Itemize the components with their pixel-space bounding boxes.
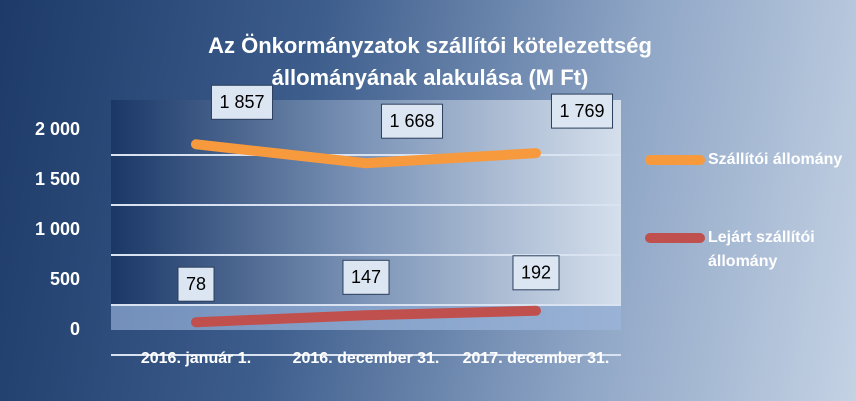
x-tick-label: 2016. január 1. xyxy=(140,350,252,367)
data-label-box xyxy=(512,255,560,291)
series-line xyxy=(191,139,541,169)
y-tick-label: 500 xyxy=(50,269,80,289)
x-tick-label: 2016. december 31. xyxy=(292,350,440,367)
data-label: 1 668 xyxy=(389,111,434,131)
data-label: 78 xyxy=(186,274,206,294)
data-label-box xyxy=(550,93,614,129)
data-label: 147 xyxy=(351,267,381,287)
y-tick-label: 1 500 xyxy=(35,169,80,189)
series-line xyxy=(191,305,541,328)
data-label-box xyxy=(177,266,215,302)
data-label: 192 xyxy=(521,263,551,283)
data-label: 1 857 xyxy=(219,92,264,112)
legend-label: Lejárt szállítói állomány xyxy=(708,229,815,270)
legend-label: Szállítói állomány xyxy=(708,151,843,168)
y-tick-label: 1 000 xyxy=(35,219,80,239)
chart-title: Az Önkormányzatok szállítói kötelezettsé… xyxy=(208,33,652,90)
data-label-box xyxy=(210,84,274,120)
data-label-box xyxy=(380,103,444,139)
data-label: 1 769 xyxy=(559,101,604,121)
x-tick-label: 2017. december 31. xyxy=(462,350,610,367)
data-label-box xyxy=(342,259,390,295)
y-tick-label: 0 xyxy=(70,319,80,339)
y-tick-label: 2 000 xyxy=(35,119,80,139)
